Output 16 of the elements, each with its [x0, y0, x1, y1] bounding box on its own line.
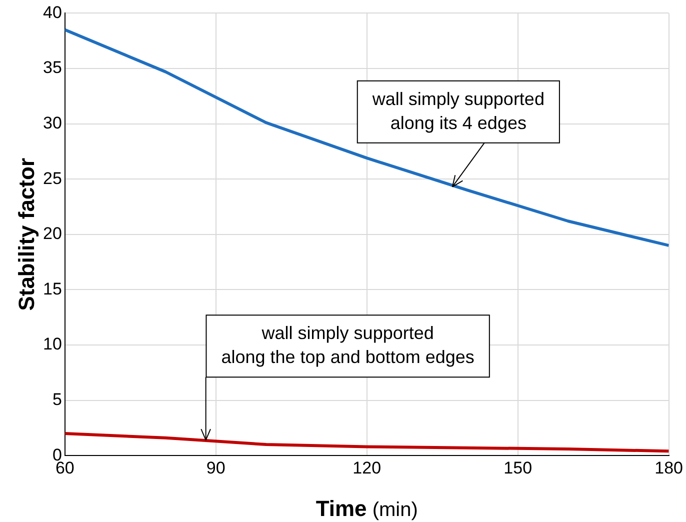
y-tick-label: 5: [52, 390, 62, 409]
x-tick-label: 150: [504, 458, 532, 478]
annotation: wall simply supported along the top and bottom edges: [221, 323, 474, 368]
y-tick-label: 35: [42, 58, 62, 78]
y-tick-label: 10: [42, 334, 62, 354]
x-tick-label: 90: [206, 458, 226, 478]
y-tick-label: 15: [42, 279, 62, 298]
y-tick-label: 20: [42, 224, 62, 244]
y-tick-label: 40: [42, 2, 62, 22]
y-axis-title: Stability factor: [14, 158, 39, 311]
x-tick-label: 120: [352, 458, 382, 478]
y-tick-label: 25: [42, 168, 62, 188]
annotation: wall simply supported along its 4 edges: [371, 88, 544, 133]
x-tick-label: 180: [654, 458, 684, 478]
y-tick-label: 30: [42, 113, 62, 132]
x-axis-title: Time (min): [316, 496, 418, 521]
